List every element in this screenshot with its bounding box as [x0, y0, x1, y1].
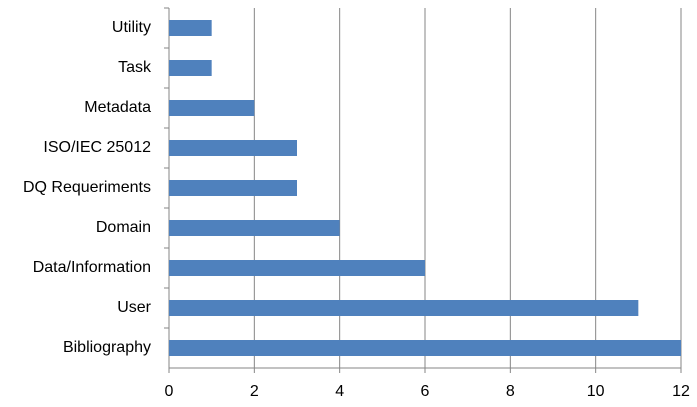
x-tick-label: 12 — [672, 383, 690, 400]
y-tick-label: Task — [118, 59, 152, 76]
bar — [169, 20, 212, 36]
x-tick-label: 0 — [165, 383, 174, 400]
y-tick-label: Domain — [96, 219, 151, 236]
x-tick-label: 2 — [250, 383, 259, 400]
bar — [169, 180, 297, 196]
bar — [169, 300, 639, 316]
x-tick-label: 8 — [506, 383, 515, 400]
bar — [169, 260, 425, 276]
bar — [169, 140, 297, 156]
x-tick-label: 10 — [587, 383, 605, 400]
x-tick-label: 6 — [421, 383, 430, 400]
bar — [169, 60, 212, 76]
y-tick-label: Utility — [112, 19, 151, 36]
y-tick-label: Data/Information — [33, 259, 151, 276]
y-tick-label: Bibliography — [63, 339, 151, 356]
bar — [169, 220, 340, 236]
x-tick-label: 4 — [335, 383, 344, 400]
bar — [169, 340, 681, 356]
bar — [169, 100, 255, 116]
y-tick-label: ISO/IEC 25012 — [43, 139, 151, 156]
y-tick-label: User — [117, 299, 151, 316]
y-tick-label: DQ Requeriments — [23, 179, 151, 196]
y-tick-label: Metadata — [84, 99, 151, 116]
